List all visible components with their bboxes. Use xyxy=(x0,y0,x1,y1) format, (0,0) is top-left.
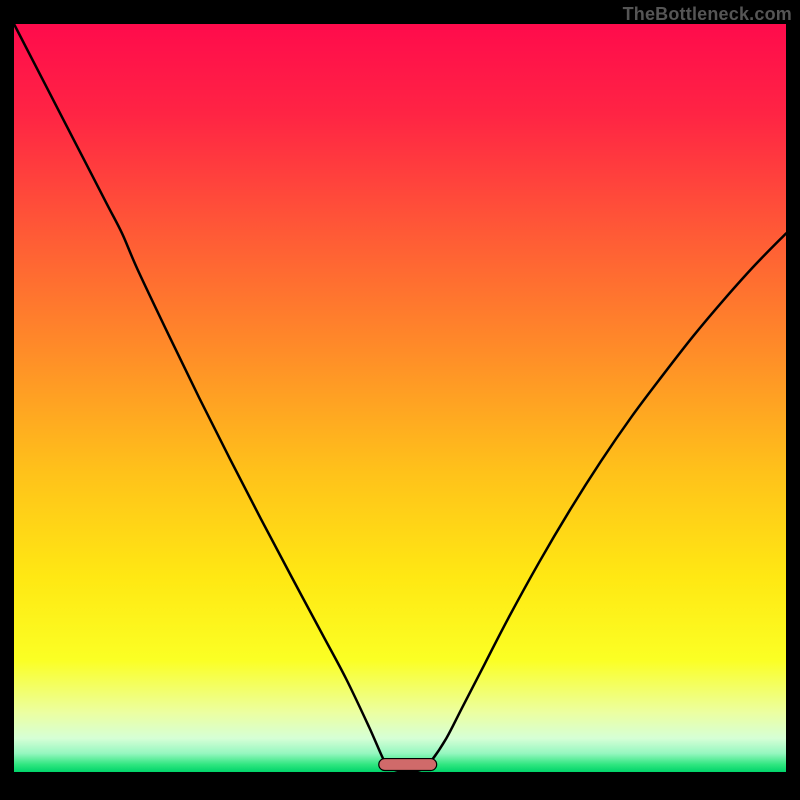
bottleneck-chart xyxy=(0,0,800,800)
optimal-range-marker xyxy=(379,759,437,771)
chart-gradient-bg xyxy=(14,24,786,772)
watermark-text: TheBottleneck.com xyxy=(623,4,792,25)
chart-container: TheBottleneck.com xyxy=(0,0,800,800)
